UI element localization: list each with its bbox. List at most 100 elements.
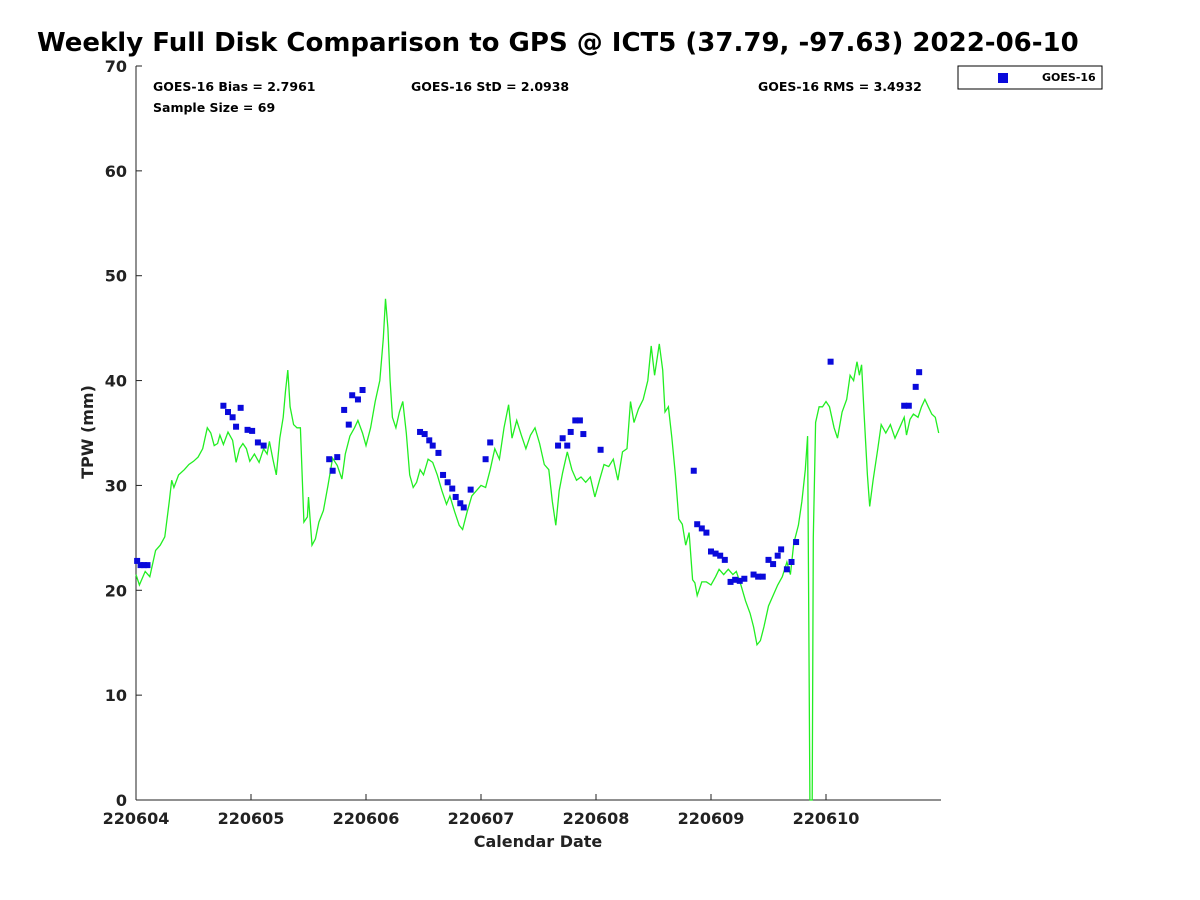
goes16-point	[576, 417, 583, 424]
goes16-point	[359, 387, 366, 394]
goes16-point	[417, 428, 424, 435]
stat-std: GOES-16 StD = 2.0938	[411, 79, 569, 94]
goes16-point	[429, 442, 436, 449]
goes16-point	[783, 566, 790, 573]
goes16-point	[354, 396, 361, 403]
goes16-point	[750, 571, 757, 578]
goes16-point	[134, 557, 141, 564]
goes16-point	[341, 406, 348, 413]
goes16-point	[774, 552, 781, 559]
goes16-point	[137, 562, 144, 569]
goes16-point	[736, 577, 743, 584]
x-tick-label: 220609	[678, 809, 745, 828]
x-tick-label: 220610	[793, 809, 860, 828]
stat-rms: GOES-16 RMS = 3.4932	[758, 79, 922, 94]
x-axis-label: Calendar Date	[474, 832, 603, 851]
goes16-point	[254, 439, 261, 446]
goes16-point	[334, 454, 341, 461]
goes16-point	[260, 442, 267, 449]
goes16-point	[482, 456, 489, 463]
goes16-point	[727, 578, 734, 585]
goes16-point	[905, 402, 912, 409]
goes16-point	[460, 504, 467, 511]
goes16-point	[708, 548, 714, 555]
goes16-point	[732, 576, 739, 583]
y-axis-label: TPW (mm)	[78, 385, 97, 479]
goes16-point	[912, 383, 919, 390]
goes16-point	[421, 431, 428, 438]
gps-tpw-polyline	[135, 298, 940, 801]
goes16-point	[467, 486, 474, 493]
legend: GOES-16	[957, 65, 1103, 90]
y-tick-label: 30	[105, 476, 127, 495]
goes16-point	[220, 402, 227, 409]
goes16-point	[755, 573, 762, 580]
goes16-point	[345, 421, 352, 428]
goes16-point	[444, 479, 451, 486]
goes16-scatter-series	[134, 358, 923, 585]
goes16-point	[141, 562, 148, 569]
y-axis-ticks: 0 10 20 30 40 50 60 70	[105, 57, 142, 810]
goes16-point	[440, 471, 447, 478]
goes16-point	[564, 442, 571, 449]
goes16-point	[244, 426, 251, 433]
legend-box	[957, 65, 1103, 90]
goes16-point	[572, 417, 579, 424]
goes16-point	[916, 369, 923, 376]
goes16-point	[721, 556, 728, 563]
goes16-point	[449, 485, 456, 492]
goes16-point	[690, 467, 697, 474]
goes16-point	[567, 428, 574, 435]
goes16-point	[329, 467, 336, 474]
y-tick-label: 40	[105, 372, 127, 391]
goes16-point	[698, 525, 705, 532]
goes16-point	[144, 562, 151, 569]
goes16-point	[741, 575, 748, 582]
goes16-point	[827, 358, 834, 365]
goes16-point	[457, 500, 464, 507]
gps-tpw-line	[135, 298, 940, 801]
goes16-point	[580, 431, 587, 438]
goes16-point	[229, 414, 236, 421]
stat-bias: GOES-16 Bias = 2.7961	[153, 79, 315, 94]
x-tick-label: 220605	[218, 809, 285, 828]
goes16-point	[793, 539, 800, 546]
x-axis-ticks: 220604 220605 220606 220607 220608 220609 2206…	[103, 794, 860, 828]
y-tick-label: 20	[105, 581, 127, 600]
y-tick-label: 0	[116, 791, 127, 810]
goes16-point	[435, 449, 442, 456]
goes16-point	[694, 521, 701, 528]
plot-frame	[135, 66, 941, 801]
goes16-point	[487, 439, 494, 446]
goes16-point	[901, 402, 908, 409]
goes16-point	[765, 556, 772, 563]
goes16-point	[778, 546, 785, 553]
legend-marker	[998, 73, 1008, 83]
goes16-point	[237, 404, 244, 411]
goes16-point	[559, 435, 566, 442]
x-tick-label: 220606	[333, 809, 400, 828]
x-tick-label: 220607	[448, 809, 515, 828]
goes16-point	[225, 409, 231, 416]
goes16-point	[349, 392, 356, 399]
y-tick-label: 60	[105, 162, 127, 181]
legend-label: GOES-16	[1042, 71, 1096, 84]
goes16-point	[717, 552, 724, 559]
goes16-point	[703, 529, 710, 536]
goes16-point	[326, 456, 333, 463]
stat-sample-size: Sample Size = 69	[153, 100, 275, 115]
goes16-point	[597, 446, 604, 453]
goes16-point	[788, 558, 795, 565]
goes16-point	[426, 437, 433, 444]
y-tick-label: 50	[105, 267, 127, 286]
chart-title: Weekly Full Disk Comparison to GPS @ ICT…	[37, 28, 1079, 58]
x-tick-label: 220604	[103, 809, 170, 828]
goes16-point	[233, 423, 240, 430]
goes16-point	[770, 561, 777, 568]
y-tick-label: 70	[105, 57, 127, 76]
goes16-point	[712, 550, 719, 557]
y-tick-label: 10	[105, 686, 127, 705]
x-tick-label: 220608	[563, 809, 630, 828]
goes16-point	[555, 442, 562, 449]
